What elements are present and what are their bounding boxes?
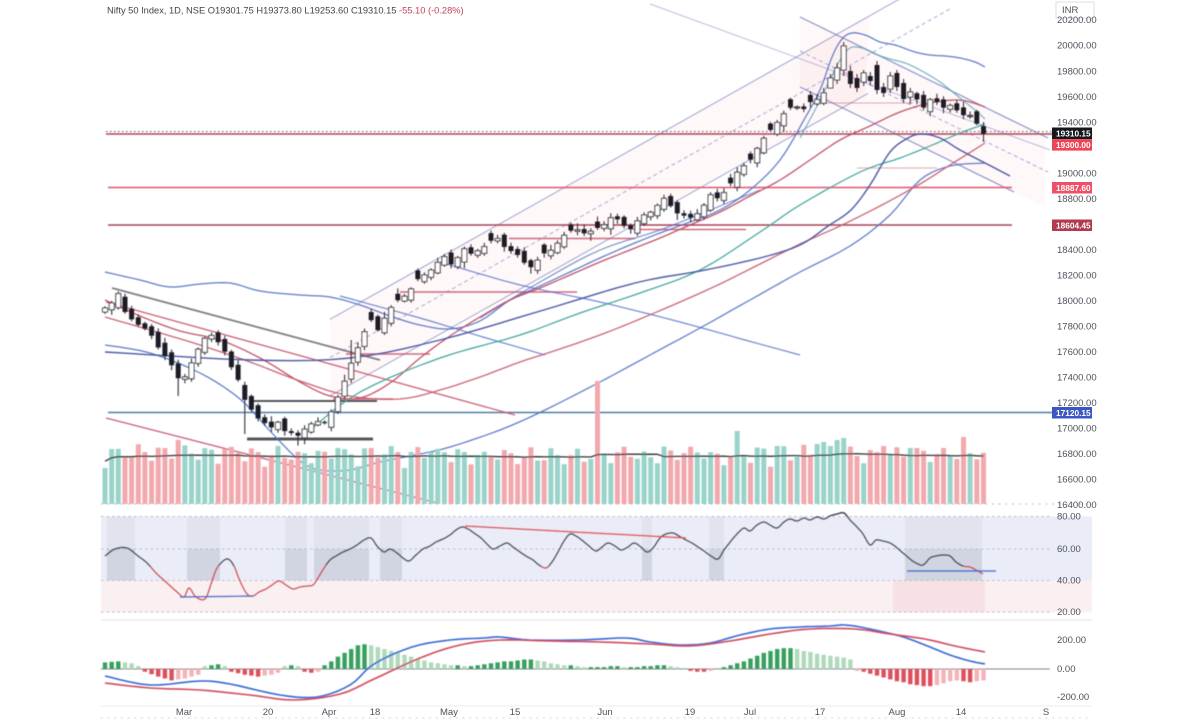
svg-text:17: 17 [815, 707, 826, 718]
svg-text:19310.15: 19310.15 [1056, 128, 1091, 138]
svg-text:80.00: 80.00 [1057, 512, 1081, 523]
svg-text:16400.00: 16400.00 [1057, 500, 1097, 511]
svg-text:Aug: Aug [889, 707, 906, 718]
svg-text:17800.00: 17800.00 [1057, 322, 1097, 333]
svg-text:19800.00: 19800.00 [1057, 66, 1097, 77]
svg-text:18400.00: 18400.00 [1057, 245, 1097, 256]
svg-text:Nifty 50 Index, 1D, NSE O1930: Nifty 50 Index, 1D, NSE O19301.75 H19373… [107, 6, 464, 16]
svg-text:18604.45: 18604.45 [1056, 220, 1091, 230]
svg-text:20.00: 20.00 [1057, 607, 1081, 618]
svg-text:19400.00: 19400.00 [1057, 117, 1097, 128]
svg-text:14: 14 [956, 707, 967, 718]
svg-text:INR: INR [1062, 5, 1079, 16]
svg-text:20200.00: 20200.00 [1057, 15, 1097, 26]
svg-text:19300.00: 19300.00 [1056, 140, 1091, 150]
svg-text:16800.00: 16800.00 [1057, 449, 1097, 460]
svg-text:17400.00: 17400.00 [1057, 373, 1097, 384]
svg-text:Jun: Jun [597, 707, 612, 718]
svg-text:19600.00: 19600.00 [1057, 92, 1097, 103]
svg-text:16600.00: 16600.00 [1057, 475, 1097, 486]
svg-text:17600.00: 17600.00 [1057, 347, 1097, 358]
svg-text:S: S [1043, 707, 1049, 718]
svg-text:19: 19 [685, 707, 696, 718]
svg-text:17200.00: 17200.00 [1057, 398, 1097, 409]
svg-text:17000.00: 17000.00 [1057, 424, 1097, 435]
svg-text:17120.15: 17120.15 [1056, 408, 1091, 418]
svg-text:Apr: Apr [322, 707, 337, 718]
svg-text:Mar: Mar [176, 707, 192, 718]
svg-text:Jul: Jul [744, 707, 756, 718]
svg-text:18887.60: 18887.60 [1056, 183, 1091, 193]
svg-text:40.00: 40.00 [1057, 576, 1081, 587]
svg-text:-200.00: -200.00 [1057, 692, 1089, 703]
svg-text:60.00: 60.00 [1057, 544, 1081, 555]
svg-text:20000.00: 20000.00 [1057, 41, 1097, 52]
svg-text:18200.00: 18200.00 [1057, 271, 1097, 282]
svg-text:0.00: 0.00 [1057, 664, 1076, 675]
svg-text:15: 15 [510, 707, 521, 718]
svg-text:18800.00: 18800.00 [1057, 194, 1097, 205]
svg-text:20: 20 [263, 707, 274, 718]
svg-text:19000.00: 19000.00 [1057, 168, 1097, 179]
svg-text:200.00: 200.00 [1057, 635, 1086, 646]
svg-text:May: May [440, 707, 458, 718]
svg-text:18: 18 [370, 707, 381, 718]
svg-text:18000.00: 18000.00 [1057, 296, 1097, 307]
